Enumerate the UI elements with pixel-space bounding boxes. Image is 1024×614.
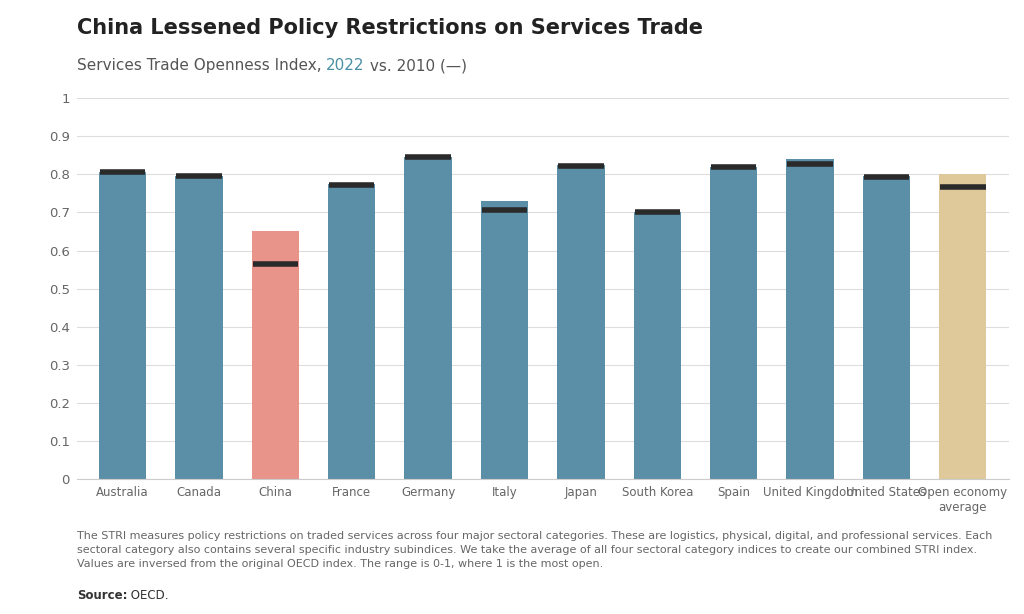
- Bar: [481, 201, 528, 479]
- Bar: [634, 212, 681, 479]
- Text: OECD.: OECD.: [127, 589, 169, 602]
- Text: vs. 2010 (—): vs. 2010 (—): [365, 58, 467, 73]
- Bar: [328, 184, 376, 479]
- Bar: [939, 174, 986, 479]
- Bar: [175, 176, 222, 479]
- Bar: [557, 165, 604, 479]
- Text: China Lessened Policy Restrictions on Services Trade: China Lessened Policy Restrictions on Se…: [77, 18, 702, 39]
- Text: The STRI measures policy restrictions on traded services across four major secto: The STRI measures policy restrictions on…: [77, 531, 992, 569]
- Bar: [710, 167, 758, 479]
- Bar: [252, 231, 299, 479]
- Bar: [404, 157, 452, 479]
- Bar: [99, 173, 146, 479]
- Bar: [786, 159, 834, 479]
- Text: Source:: Source:: [77, 589, 127, 602]
- Text: Services Trade Openness Index,: Services Trade Openness Index,: [77, 58, 327, 73]
- Text: 2022: 2022: [327, 58, 365, 73]
- Bar: [863, 176, 910, 479]
